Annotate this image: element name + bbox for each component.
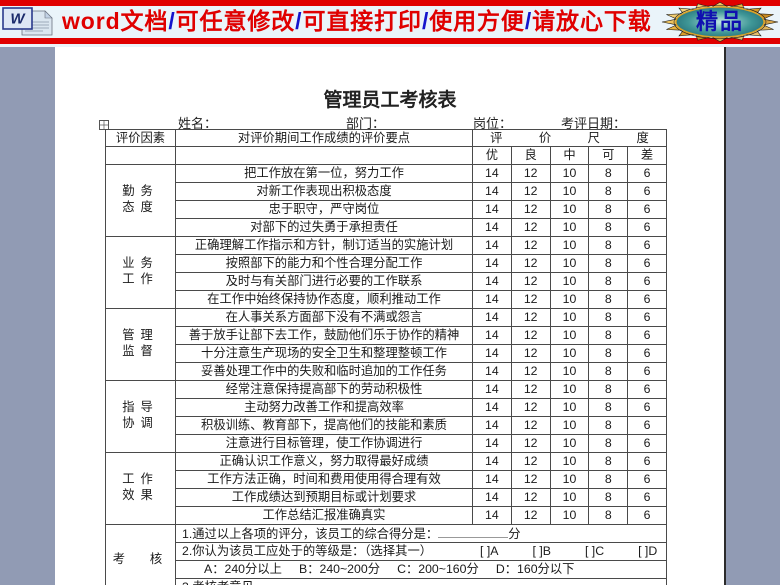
svg-text:W: W xyxy=(10,11,26,28)
svg-text:精品: 精品 xyxy=(696,9,744,34)
